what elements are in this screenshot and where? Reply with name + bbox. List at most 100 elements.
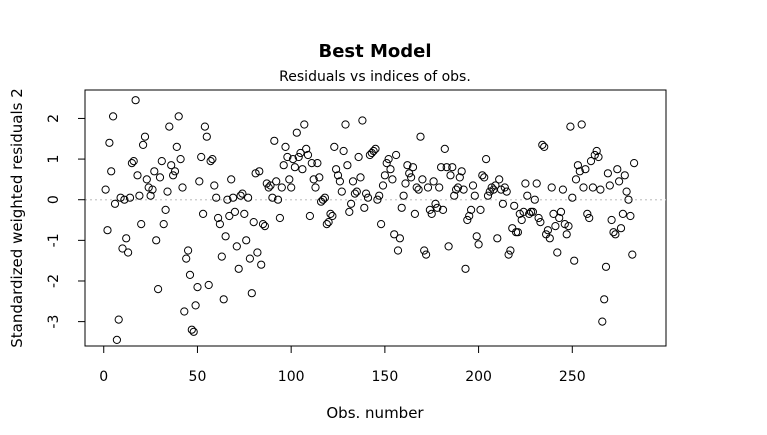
data-point [234, 264, 243, 273]
data-point [110, 199, 120, 208]
data-point [558, 185, 568, 194]
data-point [553, 248, 562, 257]
data-point [176, 155, 185, 164]
data-point [566, 122, 575, 131]
y-axis-label: Standardized weighted residuals 2 [8, 88, 26, 347]
data-point [521, 179, 530, 188]
data-point [540, 142, 549, 151]
data-point [472, 232, 481, 241]
data-point [326, 209, 335, 218]
data-point [277, 183, 286, 192]
data-point [431, 199, 440, 208]
data-point [437, 163, 446, 172]
x-tick-label: 200 [465, 369, 492, 385]
data-point [414, 185, 423, 194]
data-point [155, 173, 165, 182]
data-point [450, 191, 459, 200]
data-point [302, 144, 311, 153]
data-point [152, 236, 161, 245]
data-point [107, 167, 116, 176]
data-point [448, 163, 457, 172]
data-point [375, 191, 384, 200]
data-point [298, 165, 307, 174]
x-tick-label: 150 [372, 369, 399, 385]
data-point [244, 193, 253, 202]
data-point [236, 191, 245, 200]
data-point [159, 220, 168, 229]
data-point [118, 244, 127, 253]
data-point [442, 163, 451, 172]
data-point [534, 213, 543, 223]
x-tick-label: 250 [559, 369, 586, 385]
data-point [502, 187, 511, 196]
data-point [407, 173, 416, 182]
data-point [109, 112, 118, 121]
y-tick-label: -3 [46, 315, 62, 329]
data-point [461, 264, 470, 273]
y-tick-label: -1 [46, 233, 62, 247]
data-point [596, 185, 605, 194]
data-point [150, 167, 159, 176]
data-point [170, 167, 180, 176]
data-point [551, 222, 560, 231]
data-point [515, 209, 524, 218]
data-point [356, 173, 365, 182]
data-point [467, 205, 476, 214]
data-point [395, 234, 404, 243]
data-point [555, 213, 564, 223]
chart-title: Best Model [318, 41, 431, 62]
data-point [101, 185, 110, 194]
data-point [309, 175, 318, 184]
data-point [416, 132, 425, 141]
data-point [373, 195, 382, 204]
data-point [495, 175, 504, 184]
data-point [618, 209, 628, 218]
data-point [208, 155, 217, 164]
data-point [465, 211, 474, 221]
y-tick-label: 2 [46, 114, 62, 123]
data-point [609, 228, 618, 237]
data-point [210, 181, 219, 190]
chart-subtitle: Residuals vs indices of obs. [279, 69, 471, 85]
data-point [378, 181, 388, 190]
data-point [260, 222, 269, 231]
data-point [605, 181, 614, 190]
data-point [257, 260, 266, 269]
data-point [212, 193, 221, 202]
data-point [322, 220, 331, 229]
data-point [363, 193, 373, 202]
data-point [358, 116, 367, 125]
data-point [440, 144, 449, 153]
data-point [354, 152, 363, 162]
data-point [348, 177, 358, 186]
data-point [607, 215, 616, 225]
data-point [247, 289, 256, 298]
data-point [455, 173, 464, 182]
data-point [140, 132, 150, 141]
data-point [616, 224, 626, 233]
data-point [626, 211, 635, 221]
data-point [583, 209, 592, 218]
data-point [328, 211, 337, 221]
y-tick-label: 0 [46, 195, 62, 204]
data-point [287, 183, 296, 192]
data-point [463, 215, 472, 225]
data-point [528, 207, 538, 216]
data-point [388, 175, 397, 184]
data-point [249, 218, 258, 227]
data-point [543, 226, 553, 235]
data-point [137, 220, 146, 229]
data-point [283, 152, 292, 162]
data-point [480, 173, 489, 182]
data-point [459, 185, 468, 194]
data-point [127, 159, 136, 168]
data-point [427, 209, 436, 218]
data-point [438, 205, 448, 214]
data-point [238, 189, 247, 198]
data-point [335, 177, 344, 186]
data-point [630, 159, 639, 168]
data-point [425, 205, 434, 214]
data-point [422, 250, 431, 259]
data-point [483, 191, 493, 200]
